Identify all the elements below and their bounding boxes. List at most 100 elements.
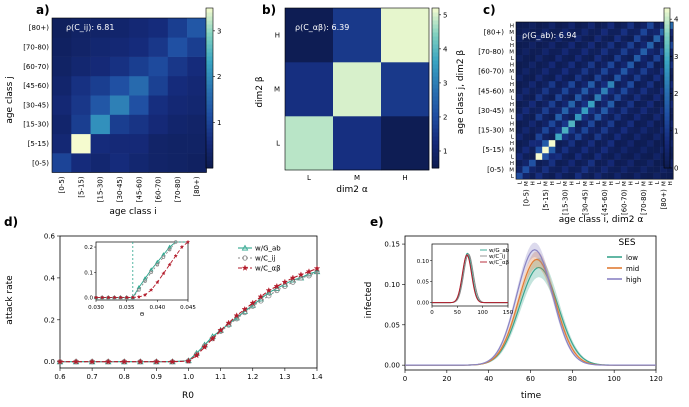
colorbar-b-segment [432, 72, 439, 77]
colorbar-b-segment [432, 16, 439, 21]
heatmap-c-cell [555, 22, 563, 29]
heatmap-c-cell [516, 22, 523, 29]
colorbar-a-segment [206, 56, 213, 61]
heatmap-c-cell [620, 28, 628, 36]
heatmap-c-ytick-ses: M [509, 167, 514, 173]
heatmap-c-cell [529, 94, 536, 101]
heatmap-a-cell [109, 114, 130, 135]
heatmap-c-cell [627, 22, 635, 29]
heatmap-c-cell [542, 80, 549, 88]
heatmap-c-cell [607, 74, 615, 82]
colorbar-a-frame [205, 7, 214, 169]
heatmap-c-cell [516, 159, 523, 167]
heatmap-c-cell [542, 133, 549, 141]
heatmap-c-cell [594, 146, 602, 154]
heatmap-c-cell [529, 139, 536, 147]
heatmap-c-xtick-age: [30-45) [581, 189, 589, 215]
heatmap-c-cell [633, 113, 641, 121]
heatmap-c-cell [614, 80, 622, 88]
colorbar-a-segment [206, 28, 213, 33]
heatmap-c-cell [640, 28, 648, 36]
heatmap-c-cell [627, 74, 635, 82]
colorbar-c-segment [664, 104, 670, 109]
inset-d-frame [95, 241, 189, 301]
heatmap-c-cell [516, 28, 523, 36]
heatmap-c-cell [581, 74, 589, 82]
heatmap-c-cell [574, 48, 582, 55]
heatmap-c-xtick-age: [70-80) [640, 189, 648, 215]
heatmap-a-cell [71, 153, 91, 173]
heatmap-c-cell [620, 100, 628, 108]
heatmap-c-cell [516, 172, 523, 180]
heatmap-c-cell [522, 133, 530, 141]
colorbar-b-segment [432, 8, 439, 13]
heatmap-c-cell [522, 107, 530, 114]
colorbar-b-segment [432, 44, 439, 49]
heatmap-c-cell [660, 94, 667, 101]
heatmap-c-cell [627, 54, 635, 62]
legend-e-label: high [626, 276, 641, 284]
colorbar-c-segment [664, 88, 670, 93]
heatmap-c-cell [529, 113, 536, 121]
series-point [241, 305, 249, 313]
heatmap-c-cell [542, 28, 549, 36]
heatmap-c-cell [568, 172, 576, 180]
series-point [290, 279, 296, 285]
colorbar-c-segment [664, 92, 670, 97]
heatmap-c-cell [529, 120, 536, 128]
colorbar-c-segment [664, 120, 670, 125]
plot-d-xtick-label: 1.2 [247, 373, 258, 381]
inset-d-xtick-label: 0.035 [119, 305, 135, 311]
heatmap-c-cell [535, 100, 543, 108]
colorbar-b-tick-label: 4 [443, 45, 448, 53]
heatmap-c-xtick-ses: H [570, 181, 576, 185]
heatmap-c-cell [653, 113, 661, 121]
heatmap-c-ytick-age: [60-70) [478, 68, 504, 76]
colorbar-c-segment [664, 68, 670, 73]
heatmap-c-cell [542, 48, 549, 55]
colorbar-b-segment [432, 60, 439, 65]
heatmap-c-cell [568, 126, 576, 134]
plot-e-ytick-label: 0.10 [384, 281, 400, 289]
heatmap-c-cell [620, 74, 628, 82]
heatmap-c-cell [548, 41, 556, 49]
heatmap-c-cell [660, 22, 667, 29]
heatmap-c-cell [529, 80, 536, 88]
heatmap-c-cell [574, 28, 582, 36]
heatmap-c-cell [568, 74, 576, 82]
heatmap-c-cell [574, 107, 582, 114]
heatmap-c-cell [561, 35, 569, 42]
heatmap-c-cell [522, 172, 530, 180]
heatmap-a-ytick: [70-80) [23, 43, 49, 51]
heatmap-b-cell [285, 116, 334, 171]
heatmap-c-cell [653, 153, 661, 160]
colorbar-a-segment [206, 160, 213, 165]
heatmap-c-cell [548, 61, 556, 69]
series-point [281, 278, 289, 285]
heatmap-c-cell [522, 22, 530, 29]
heatmap-c-cell [516, 153, 523, 160]
heatmap-c-cell [640, 107, 648, 114]
heatmap-c-cell [601, 48, 608, 55]
heatmap-a-xtick: [5-15) [77, 176, 85, 198]
heatmap-c-cell [594, 67, 602, 75]
colorbar-a-tick-label: 1 [217, 119, 221, 127]
inset-d-point [106, 295, 111, 300]
heatmap-a-cell [148, 37, 169, 57]
heatmap-c-cell [516, 166, 523, 173]
heatmap-c-cell [620, 133, 628, 141]
heatmap-c-cell [555, 61, 563, 69]
colorbar-a-segment [206, 124, 213, 129]
heatmap-c-cell [588, 87, 595, 95]
heatmap-c-cell [548, 74, 556, 82]
heatmap-c-ytick-ses: M [509, 49, 514, 55]
heatmap-c-cell [640, 54, 648, 62]
heatmap-c-cell [555, 35, 563, 42]
heatmap-c-ytick-age: [45-60) [478, 87, 504, 95]
heatmap-c-cell [555, 159, 563, 167]
series-point [88, 358, 96, 365]
heatmap-c-cell [601, 159, 608, 167]
heatmap-c-cell [516, 41, 523, 49]
heatmap-a-cell [148, 75, 169, 96]
